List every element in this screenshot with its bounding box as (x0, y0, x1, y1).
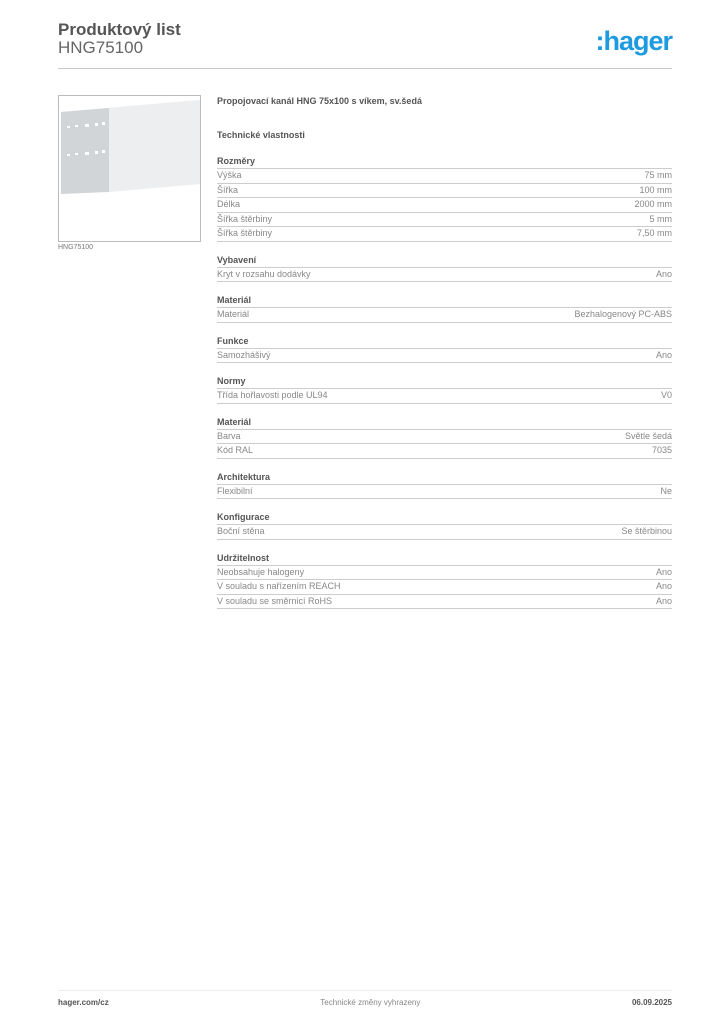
spec-label: Výška (217, 170, 242, 180)
hager-logo: :hager (595, 26, 673, 56)
spec-row: Výška 75 mm (217, 169, 672, 184)
spec-row: V souladu se směrnicí RoHS Ano (217, 595, 672, 609)
spec-label: Šířka štěrbiny (217, 228, 273, 238)
spec-content: Propojovací kanál HNG 75x100 s víkem, sv… (217, 96, 672, 609)
spec-row: Kryt v rozsahu dodávky Ano (217, 268, 672, 282)
footer-date: 06.09.2025 (631, 998, 672, 1007)
spec-section: Materiál Barva Světle šedá Kód RAL 7035 (217, 415, 672, 459)
spec-label: Flexibilní (217, 485, 253, 496)
spec-value: Ne (660, 485, 672, 496)
section-title: Materiál (217, 293, 672, 308)
spec-value: 5 mm (649, 213, 673, 224)
spec-row: Materiál Bezhalogenový PC-ABS (217, 308, 672, 323)
spec-value: Ano (655, 581, 672, 591)
tech-heading: Technické vlastnosti (217, 130, 305, 140)
spec-value: V0 (660, 390, 672, 400)
header-divider (58, 68, 672, 69)
spec-row: Samozhášivý Ano (217, 349, 672, 363)
spec-value: 2000 mm (634, 199, 672, 209)
spec-label: Délka (217, 199, 241, 209)
section-title: Rozměry (217, 154, 672, 169)
spec-row: Šířka štěrbiny 5 mm (217, 213, 673, 227)
spec-value: Ano (655, 268, 672, 279)
spec-section: Vybavení Kryt v rozsahu dodávky Ano (217, 253, 672, 282)
footer: hager.com/cz Technické změny vyhrazeny 0… (58, 998, 672, 1007)
spec-row: Barva Světle šedá (217, 430, 672, 444)
spec-label: Boční stěna (217, 526, 265, 536)
footer-divider (58, 990, 672, 991)
spec-row: Flexibilní Ne (217, 485, 672, 499)
section-title: Vybavení (217, 253, 672, 268)
spec-section: Funkce Samozhášivý Ano (217, 334, 672, 363)
spec-section: Architektura Flexibilní Ne (217, 470, 672, 499)
spec-label: V souladu s nařízením REACH (217, 581, 341, 591)
spec-label: Samozhášivý (217, 349, 271, 360)
spec-value: Se štěrbinou (621, 526, 672, 536)
section-title: Architektura (217, 470, 672, 485)
spec-label: Neobsahuje halogeny (217, 566, 305, 577)
spec-value: 75 mm (644, 170, 672, 180)
product-code: HNG75100 (58, 38, 144, 57)
spec-value: Bezhalogenový PC-ABS (574, 309, 672, 319)
spec-section: Konfigurace Boční stěna Se štěrbinou (217, 510, 672, 540)
spec-value: 7035 (651, 445, 672, 455)
spec-label: Barva (217, 430, 241, 441)
section-title: Konfigurace (217, 510, 672, 525)
section-title: Normy (217, 374, 672, 389)
spec-value: Světle šedá (624, 430, 672, 441)
spec-label: Třída hořlavosti podle UL94 (217, 390, 328, 400)
product-name: Propojovací kanál HNG 75x100 s víkem, sv… (217, 96, 422, 106)
spec-row: Kód RAL 7035 (217, 444, 672, 459)
spec-row: Šířka štěrbiny 7,50 mm (217, 227, 672, 242)
product-image (58, 95, 201, 242)
spec-label: V souladu se směrnicí RoHS (217, 595, 333, 606)
spec-label: Šířka štěrbiny (217, 213, 273, 224)
spec-value: Ano (655, 595, 672, 606)
section-title: Materiál (217, 415, 672, 430)
section-title: Udržitelnost (217, 551, 672, 566)
spec-row: V souladu s nařízením REACH Ano (217, 580, 672, 595)
spec-row: Délka 2000 mm (217, 198, 672, 213)
footer-note: Technické změny vyhrazeny (320, 998, 421, 1007)
footer-website-link[interactable]: hager.com/cz (58, 998, 109, 1007)
image-caption: HNG75100 (58, 244, 94, 251)
spec-label: Materiál (217, 309, 250, 319)
spec-row: Neobsahuje halogeny Ano (217, 566, 672, 580)
spec-label: Kód RAL (217, 445, 254, 455)
spec-section: Normy Třída hořlavosti podle UL94 V0 (217, 374, 672, 404)
spec-row: Třída hořlavosti podle UL94 V0 (217, 389, 672, 404)
spec-label: Šířka (217, 184, 239, 195)
spec-section: Udržitelnost Neobsahuje halogeny Ano V soul… (217, 551, 672, 609)
spec-sections: Rozměry Výška 75 mm Šířka 100 mm Délka 2000 mm… (217, 154, 672, 609)
spec-value: 7,50 mm (636, 228, 672, 238)
spec-label: Kryt v rozsahu dodávky (217, 268, 311, 279)
page-title: Produktový list (58, 20, 181, 39)
spec-value: Ano (655, 349, 672, 360)
spec-section: Materiál Materiál Bezhalogenový PC-ABS (217, 293, 672, 323)
spec-value: Ano (655, 566, 672, 577)
spec-value: 100 mm (639, 184, 672, 195)
section-title: Funkce (217, 334, 672, 349)
spec-section: Rozměry Výška 75 mm Šířka 100 mm Délka 2000 mm… (217, 154, 672, 242)
spec-row: Šířka 100 mm (217, 184, 672, 198)
spec-row: Boční stěna Se štěrbinou (217, 525, 672, 540)
